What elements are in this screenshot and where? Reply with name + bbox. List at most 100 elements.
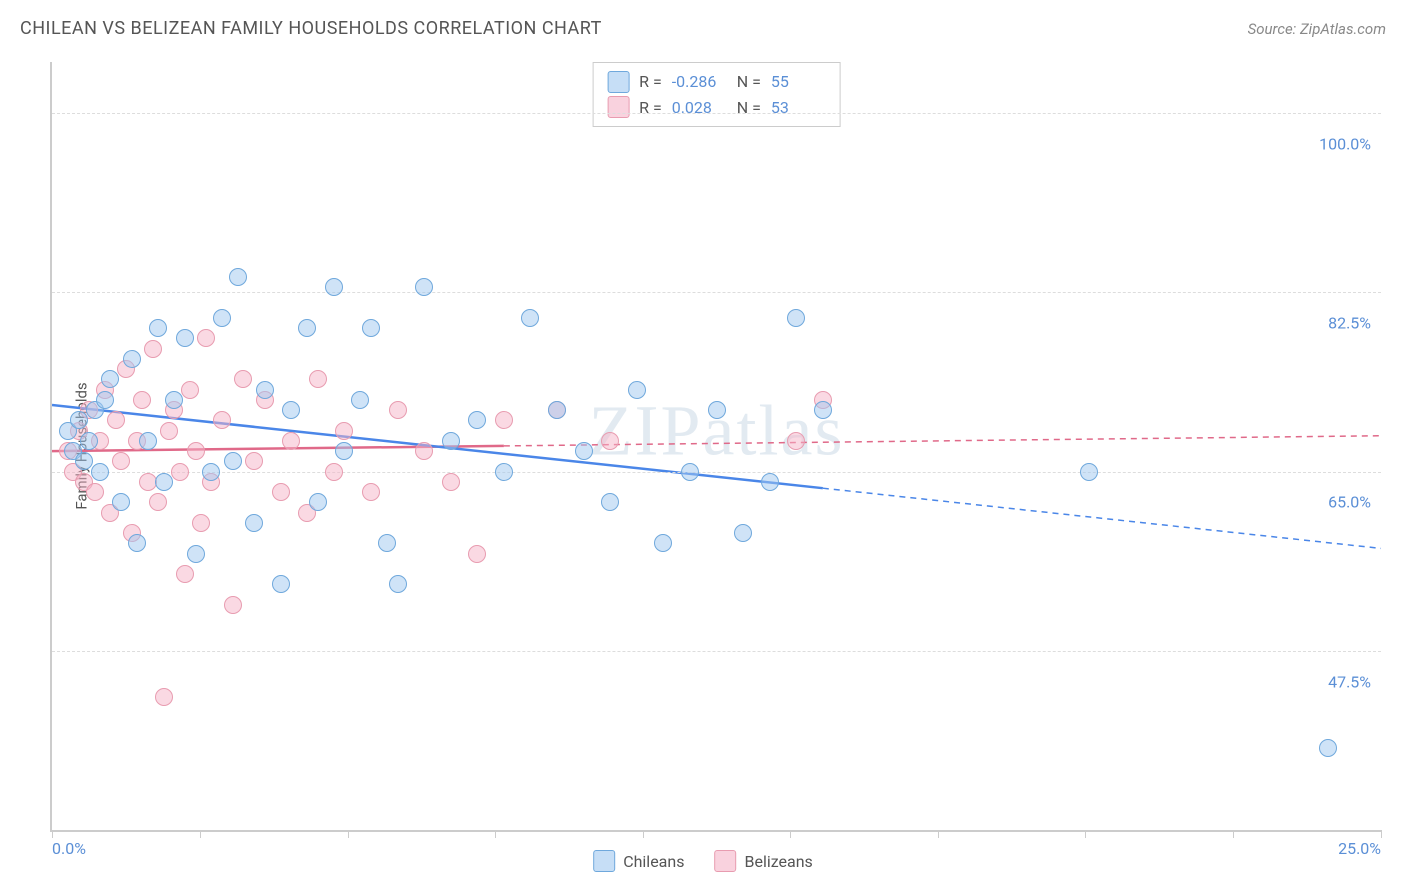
correlation-row-belizeans: R = 0.028 N = 53: [607, 95, 826, 121]
scatter-point: [628, 381, 646, 399]
scatter-point: [139, 432, 157, 450]
scatter-point: [298, 319, 316, 337]
scatter-point: [112, 452, 130, 470]
scatter-point: [245, 452, 263, 470]
chart-title: CHILEAN VS BELIZEAN FAMILY HOUSEHOLDS CO…: [20, 18, 602, 39]
scatter-point: [282, 432, 300, 450]
scatter-point: [335, 442, 353, 460]
n-label: N =: [737, 69, 761, 95]
scatter-point: [325, 278, 343, 296]
trend-lines-svg: [52, 62, 1381, 830]
scatter-point: [548, 401, 566, 419]
gridline: [52, 472, 1381, 473]
scatter-point: [91, 463, 109, 481]
scatter-point: [149, 319, 167, 337]
x-tick: [938, 830, 939, 838]
scatter-point: [654, 534, 672, 552]
y-tick-label: 100.0%: [1319, 134, 1371, 153]
n-label: N =: [737, 95, 761, 121]
scatter-point: [681, 463, 699, 481]
legend-label-chileans: Chileans: [623, 852, 684, 871]
scatter-point: [601, 432, 619, 450]
x-tick: [1233, 830, 1234, 838]
scatter-point: [192, 514, 210, 532]
correlation-legend: R = -0.286 N = 55 R = 0.028 N = 53: [592, 62, 841, 127]
x-tick: [643, 830, 644, 838]
n-value-belizeans: 53: [771, 95, 826, 121]
scatter-point: [325, 463, 343, 481]
plot-area: ZIPatlas R = -0.286 N = 55 R = 0.028 N =…: [50, 62, 1381, 832]
scatter-point: [107, 411, 125, 429]
scatter-point: [133, 391, 151, 409]
scatter-point: [495, 463, 513, 481]
scatter-point: [272, 575, 290, 593]
scatter-point: [734, 524, 752, 542]
scatter-point: [128, 534, 146, 552]
x-tick-label-min: 0.0%: [52, 839, 86, 858]
scatter-point: [335, 422, 353, 440]
chart-source: Source: ZipAtlas.com: [1248, 20, 1386, 38]
scatter-point: [155, 688, 173, 706]
scatter-point: [181, 381, 199, 399]
scatter-point: [442, 473, 460, 491]
scatter-point: [415, 278, 433, 296]
scatter-point: [234, 370, 252, 388]
scatter-point: [80, 432, 98, 450]
correlation-row-chileans: R = -0.286 N = 55: [607, 69, 826, 95]
r-value-chileans: -0.286: [672, 69, 727, 95]
scatter-point: [309, 493, 327, 511]
scatter-point: [495, 411, 513, 429]
x-tick-label-max: 25.0%: [1338, 839, 1381, 858]
y-tick-label: 47.5%: [1328, 672, 1371, 691]
r-value-belizeans: 0.028: [672, 95, 727, 121]
scatter-point: [202, 463, 220, 481]
scatter-point: [521, 309, 539, 327]
scatter-point: [155, 473, 173, 491]
scatter-point: [1080, 463, 1098, 481]
scatter-point: [272, 483, 290, 501]
scatter-point: [362, 483, 380, 501]
scatter-point: [378, 534, 396, 552]
scatter-point: [224, 452, 242, 470]
scatter-point: [787, 432, 805, 450]
gridline: [52, 113, 1381, 114]
r-label: R =: [639, 69, 662, 95]
scatter-point: [86, 483, 104, 501]
x-tick: [52, 830, 53, 838]
scatter-point: [213, 411, 231, 429]
swatch-blue-icon: [593, 850, 615, 872]
scatter-point: [176, 565, 194, 583]
legend-item-chileans: Chileans: [593, 850, 684, 872]
scatter-point: [176, 329, 194, 347]
scatter-point: [101, 370, 119, 388]
scatter-point: [309, 370, 327, 388]
scatter-point: [814, 401, 832, 419]
scatter-point: [171, 463, 189, 481]
scatter-point: [197, 329, 215, 347]
swatch-pink-icon: [714, 850, 736, 872]
y-tick-label: 65.0%: [1328, 493, 1371, 512]
x-tick: [1085, 830, 1086, 838]
scatter-point: [442, 432, 460, 450]
scatter-point: [468, 411, 486, 429]
scatter-point: [149, 493, 167, 511]
scatter-point: [708, 401, 726, 419]
scatter-point: [282, 401, 300, 419]
scatter-point: [224, 596, 242, 614]
scatter-point: [96, 391, 114, 409]
y-tick-label: 82.5%: [1328, 314, 1371, 333]
scatter-point: [761, 473, 779, 491]
scatter-point: [123, 350, 141, 368]
scatter-point: [415, 442, 433, 460]
scatter-point: [70, 411, 88, 429]
legend-item-belizeans: Belizeans: [714, 850, 812, 872]
scatter-point: [601, 493, 619, 511]
gridline: [52, 292, 1381, 293]
swatch-pink-icon: [607, 96, 629, 118]
scatter-point: [165, 391, 183, 409]
scatter-point: [112, 493, 130, 511]
x-tick: [348, 830, 349, 838]
scatter-point: [187, 442, 205, 460]
scatter-point: [160, 422, 178, 440]
scatter-point: [468, 545, 486, 563]
